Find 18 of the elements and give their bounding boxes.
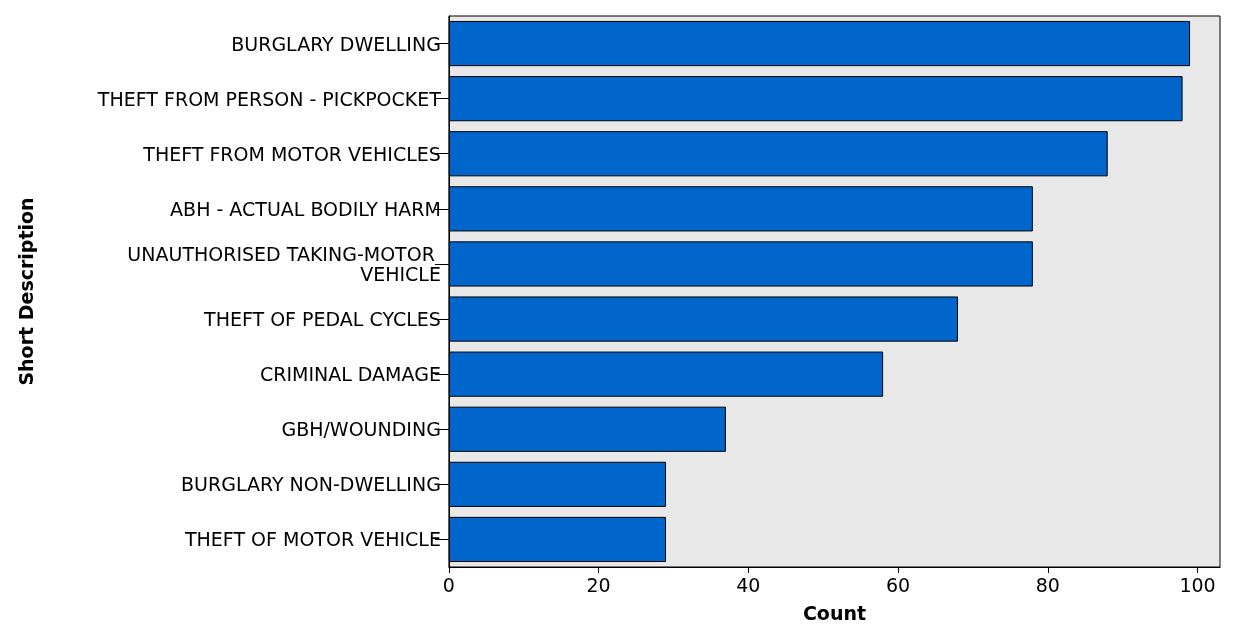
y-tick-label: ABH - ACTUAL BODILY HARM [170,197,441,220]
x-tick-label: 20 [586,573,611,596]
y-tick-label: GBH/WOUNDING [281,418,441,441]
x-tick-label: 80 [1035,573,1060,596]
y-tick-label: UNAUTHORISED TAKING-MOTOR VEHICLE [127,242,441,285]
x-tick-label: 0 [442,573,455,596]
y-tick-label: THEFT FROM PERSON - PICKPOCKET [96,87,442,110]
y-tick-label: BURGLARY DWELLING [231,32,441,55]
x-axis-title: Count [802,601,867,624]
y-tick-label: BURGLARY NON-DWELLING [181,473,441,496]
y-tick-label: THEFT OF PEDAL CYCLES [203,308,441,331]
y-axis-title: Short Description [14,197,37,386]
y-tick-label: THEFT OF MOTOR VEHICLE [183,528,441,551]
x-tick-label: 60 [885,573,911,596]
x-tick-label: 40 [736,573,761,596]
y-tick-label: THEFT FROM MOTOR VEHICLES [142,142,441,165]
y-tick-label: CRIMINAL DAMAGE [259,363,441,386]
x-tick-label: 100 [1179,573,1216,596]
